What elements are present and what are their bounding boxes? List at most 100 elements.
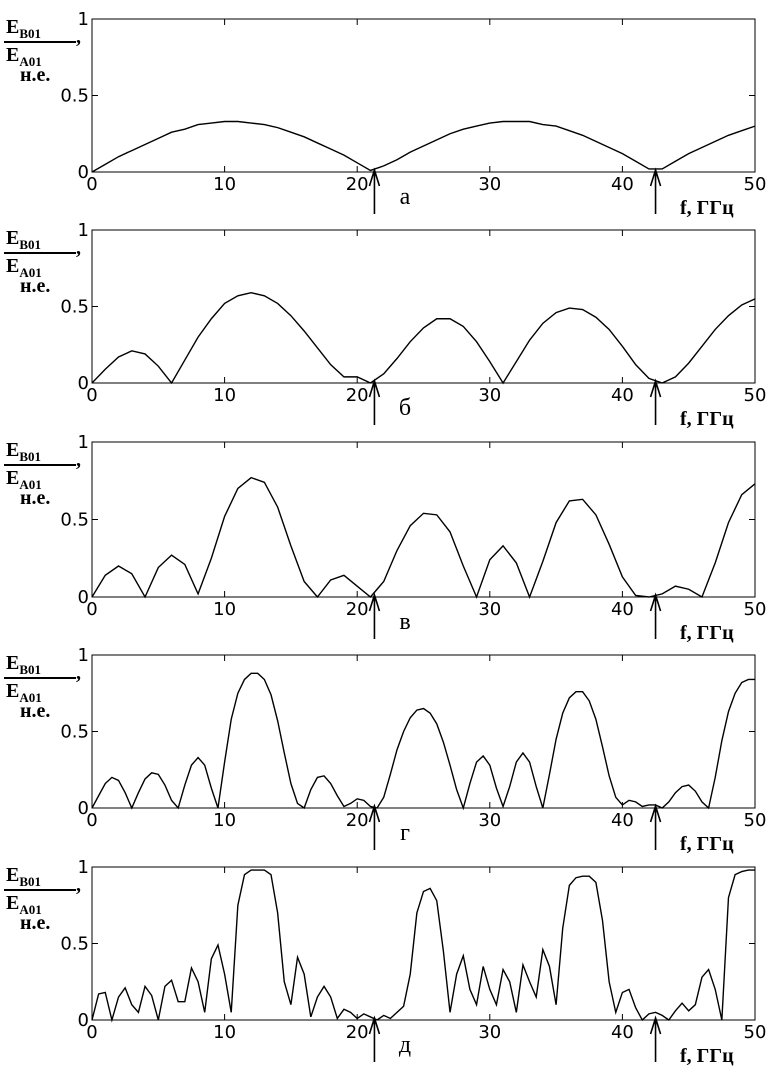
x-tick-label: 50 bbox=[744, 174, 767, 195]
y-tick-label: 1 bbox=[78, 9, 89, 30]
axes-frame bbox=[91, 229, 756, 384]
y-tick-label: 0 bbox=[78, 798, 89, 819]
x-tick-label: 40 bbox=[611, 810, 634, 831]
x-tick-label: 20 bbox=[346, 385, 369, 406]
y-tick-label: 1 bbox=[78, 220, 89, 241]
x-axis-label: f, ГГц bbox=[680, 833, 734, 855]
ylabel-num: E bbox=[6, 439, 19, 461]
x-tick-label: 30 bbox=[478, 174, 501, 195]
ylabel-unit: н.е. bbox=[20, 487, 50, 509]
x-tick-label: 40 bbox=[611, 1022, 634, 1043]
x-tick-label: 0 bbox=[86, 810, 97, 831]
y-tick-label: 1 bbox=[78, 432, 89, 453]
y-tick-label: 0.5 bbox=[60, 86, 89, 107]
x-tick-label: 0 bbox=[86, 599, 97, 620]
arrow bbox=[649, 803, 662, 850]
arrow bbox=[649, 378, 662, 425]
ylabel-num-sub: B01 bbox=[19, 237, 41, 252]
panel-label: в bbox=[399, 609, 410, 635]
x-tick-label: 0 bbox=[86, 1022, 97, 1043]
arrow bbox=[649, 592, 662, 639]
ylabel-den: E bbox=[6, 467, 19, 489]
axes-frame bbox=[91, 18, 756, 173]
ylabel-numerator: EB01 bbox=[6, 439, 41, 464]
arrow bbox=[649, 1015, 662, 1062]
ylabel-den: E bbox=[6, 892, 19, 914]
ylabel-den-sub: A01 bbox=[19, 477, 41, 492]
data-line bbox=[91, 869, 755, 1023]
axes-frame bbox=[91, 441, 756, 598]
ylabel-num: E bbox=[6, 227, 19, 249]
x-tick-label: 0 bbox=[86, 385, 97, 406]
y-tick-label: 0.5 bbox=[60, 934, 89, 955]
y-tick-label: 0 bbox=[78, 373, 89, 394]
ylabel-num-sub: B01 bbox=[19, 874, 41, 889]
axes-frame bbox=[91, 654, 756, 809]
data-line bbox=[91, 672, 755, 811]
ylabel-num-sub: B01 bbox=[19, 449, 41, 464]
ylabel-sep: , bbox=[76, 449, 81, 471]
ylabel-unit: н.е. bbox=[20, 700, 50, 722]
ylabel-numerator: EB01 bbox=[6, 864, 41, 889]
ylabel-numerator: EB01 bbox=[6, 227, 41, 252]
arrow bbox=[368, 592, 381, 639]
axes-frame bbox=[91, 866, 756, 1021]
y-tick-label: 0.5 bbox=[60, 510, 89, 531]
x-axis-label: f, ГГц bbox=[680, 622, 734, 644]
x-tick-label: 0 bbox=[86, 174, 97, 195]
ylabel-sep: , bbox=[76, 662, 81, 684]
x-tick-label: 10 bbox=[213, 385, 236, 406]
panel-label: г bbox=[400, 820, 410, 846]
arrow bbox=[368, 167, 381, 214]
ylabel-num-sub: B01 bbox=[19, 26, 41, 41]
ylabel-sep: , bbox=[76, 874, 81, 896]
data-line bbox=[91, 292, 756, 385]
x-tick-label: 10 bbox=[213, 599, 236, 620]
x-tick-label: 10 bbox=[213, 810, 236, 831]
y-tick-label: 0.5 bbox=[60, 297, 89, 318]
x-tick-label: 30 bbox=[478, 810, 501, 831]
x-tick-label: 30 bbox=[478, 385, 501, 406]
x-tick-label: 30 bbox=[478, 599, 501, 620]
ylabel-unit: н.е. bbox=[20, 912, 50, 934]
ylabel-num-sub: B01 bbox=[19, 662, 41, 677]
arrow bbox=[368, 803, 381, 850]
ylabel-denominator: EA01 bbox=[6, 680, 42, 705]
ylabel-den-sub: A01 bbox=[19, 690, 41, 705]
ylabel-unit: н.е. bbox=[20, 64, 50, 86]
data-line bbox=[91, 120, 756, 173]
ylabel-numerator: EB01 bbox=[6, 652, 41, 677]
y-tick-label: 0 bbox=[78, 162, 89, 183]
ylabel-num: E bbox=[6, 652, 19, 674]
ylabel-den: E bbox=[6, 255, 19, 277]
x-tick-label: 20 bbox=[346, 174, 369, 195]
ylabel-denominator: EA01 bbox=[6, 44, 42, 69]
panel-label: б bbox=[399, 395, 411, 421]
ylabel-sep: , bbox=[76, 237, 81, 259]
x-tick-label: 10 bbox=[213, 174, 236, 195]
x-tick-label: 40 bbox=[611, 385, 634, 406]
ylabel-numerator: EB01 bbox=[6, 16, 41, 41]
y-tick-label: 0 bbox=[78, 1010, 89, 1031]
ylabel-denominator: EA01 bbox=[6, 255, 42, 280]
x-tick-label: 40 bbox=[611, 599, 634, 620]
panel-label: д bbox=[399, 1032, 411, 1058]
x-tick-label: 10 bbox=[213, 1022, 236, 1043]
ylabel-den: E bbox=[6, 44, 19, 66]
ylabel-num: E bbox=[6, 16, 19, 38]
arrow bbox=[368, 1015, 381, 1062]
ylabel-denominator: EA01 bbox=[6, 892, 42, 917]
arrow bbox=[649, 167, 662, 214]
ylabel-sep: , bbox=[76, 26, 81, 48]
y-tick-label: 1 bbox=[78, 857, 89, 878]
x-tick-label: 30 bbox=[478, 1022, 501, 1043]
x-axis-label: f, ГГц bbox=[680, 408, 734, 430]
ylabel-den: E bbox=[6, 680, 19, 702]
ylabel-den-sub: A01 bbox=[19, 54, 41, 69]
